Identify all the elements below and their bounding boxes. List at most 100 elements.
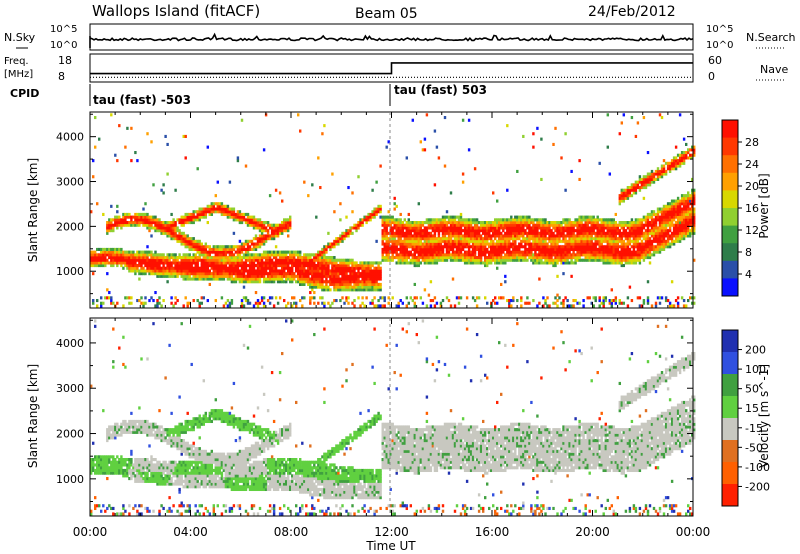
heatmap-cell: [538, 237, 541, 241]
heatmap-cell: [361, 274, 364, 278]
heatmap-cell: [242, 266, 246, 270]
heatmap-cell: [656, 239, 660, 243]
heatmap-cell: [397, 226, 400, 230]
heatmap-cell: [473, 218, 477, 222]
heatmap-cell: [584, 221, 587, 225]
heatmap-cell: [375, 239, 378, 243]
heatmap-cell: [216, 245, 220, 249]
heatmap-cell: [490, 226, 493, 230]
heatmap-cell: [415, 237, 419, 241]
heatmap-cell: [660, 234, 664, 238]
heatmap-cell: [568, 304, 571, 308]
heatmap-cell: [479, 245, 483, 249]
heatmap-cell: [391, 226, 394, 230]
heatmap-cell: [295, 301, 298, 305]
heatmap-cell: [447, 218, 451, 222]
heatmap-cell: [333, 288, 336, 292]
heatmap-cell: [467, 250, 471, 254]
heatmap-cell: [656, 218, 660, 222]
heatmap-cell: [508, 234, 511, 238]
heatmap-cell: [142, 301, 145, 305]
heatmap-cell: [114, 261, 117, 265]
heatmap-cell: [453, 234, 457, 238]
heatmap-cell: [383, 245, 386, 249]
heatmap-cell: [600, 229, 603, 233]
heatmap-cell: [622, 258, 626, 262]
heatmap-cell: [256, 299, 260, 303]
heatmap-cell: [172, 269, 175, 273]
heatmap-cell: [285, 266, 288, 270]
heatmap-cell: [496, 242, 499, 246]
heatmap-cell: [662, 247, 666, 251]
heatmap-cell: [574, 223, 577, 227]
heatmap-cell: [357, 296, 360, 300]
heatmap-cell: [313, 285, 316, 289]
heatmap-cell: [536, 261, 539, 265]
heatmap-cell: [134, 223, 137, 227]
heatmap-cell: [654, 247, 658, 251]
heatmap-cell: [532, 218, 535, 222]
heatmap-cell: [664, 210, 668, 214]
heatmap-cell: [528, 237, 531, 241]
heatmap-cell: [413, 226, 417, 230]
heatmap-cell: [266, 299, 270, 303]
heatmap-cell: [150, 215, 153, 219]
heatmap-cell: [622, 234, 626, 238]
heatmap-cell: [234, 277, 238, 281]
heatmap-cell: [347, 231, 350, 235]
heatmap-cell: [266, 231, 270, 235]
heatmap-cell: [433, 245, 437, 249]
heatmap-cell: [494, 237, 497, 241]
heatmap-cell: [431, 237, 435, 241]
heatmap-cell: [461, 221, 465, 225]
heatmap-cell: [510, 253, 513, 257]
heatmap-cell: [391, 237, 394, 241]
heatmap-cell: [260, 266, 264, 270]
heatmap-cell: [550, 223, 553, 227]
heatmap-cell: [387, 256, 390, 260]
heatmap-cell: [433, 304, 437, 308]
heatmap-cell: [538, 221, 541, 225]
noise-right-label: N.Search: [746, 31, 796, 44]
heatmap-cell: [96, 304, 99, 308]
heatmap-cell: [218, 266, 222, 270]
heatmap-cell: [266, 280, 270, 284]
heatmap-cell: [100, 301, 103, 305]
heatmap-cell: [375, 280, 378, 284]
heatmap-cell: [375, 212, 378, 216]
heatmap-cell: [126, 258, 129, 262]
heatmap-cell: [226, 261, 230, 265]
heatmap-cell: [196, 245, 199, 249]
heatmap-cell: [407, 237, 411, 241]
heatmap-cell: [198, 212, 201, 216]
heatmap-cell: [256, 264, 260, 268]
heatmap-cell: [532, 239, 535, 243]
heatmap-cell: [262, 264, 266, 268]
heatmap-cell: [266, 223, 270, 227]
heatmap-cell: [634, 134, 638, 138]
heatmap-cell: [508, 250, 511, 254]
heatmap-cell: [309, 269, 312, 273]
heatmap-cell: [178, 266, 181, 270]
heatmap-cell: [646, 301, 650, 305]
heatmap-cell: [558, 239, 561, 243]
heatmap-cell: [544, 256, 547, 260]
heatmap-cell: [262, 229, 266, 233]
heatmap-cell: [664, 242, 668, 246]
heatmap-cell: [182, 218, 185, 222]
heatmap-cell: [377, 285, 380, 289]
heatmap-cell: [104, 261, 107, 265]
heatmap-cell: [154, 261, 157, 265]
heatmap-cell: [212, 266, 216, 270]
heatmap-cell: [274, 269, 278, 273]
heatmap-cell: [614, 253, 618, 257]
heatmap-cell: [214, 272, 218, 276]
heatmap-cell: [582, 218, 585, 222]
heatmap-cell: [254, 237, 258, 241]
heatmap-cell: [604, 245, 608, 249]
heatmap-cell: [391, 229, 394, 233]
heatmap-cell: [106, 247, 109, 251]
heatmap-cell: [172, 272, 175, 276]
heatmap-cell: [142, 253, 145, 257]
heatmap-cell: [620, 194, 624, 198]
